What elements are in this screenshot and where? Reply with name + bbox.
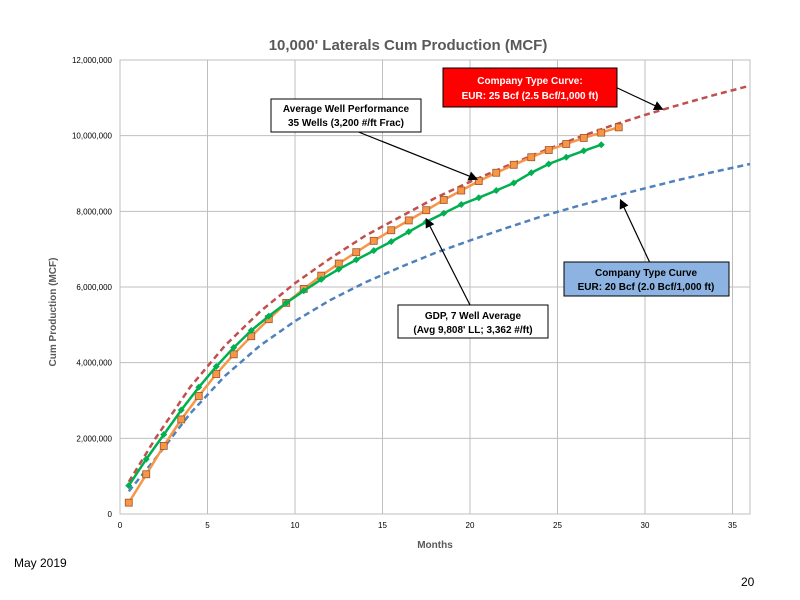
annotation-type-curve-25-line2: EUR: 25 Bcf (2.5 Bcf/1,000 ft) [462, 91, 599, 102]
plot-frame [119, 59, 751, 515]
series-point-avg [579, 134, 588, 142]
x-tick-label: 25 [553, 521, 562, 530]
y-axis-label: Cum Production (MCF) [48, 258, 59, 367]
y-tick-label: 12,000,000 [72, 56, 113, 65]
annotation-average-well: Average Well Performance 35 Wells (3,200… [270, 98, 422, 133]
series-point-avg [124, 498, 133, 507]
series-point-gdp [317, 275, 325, 283]
annotation-type-curve-20-line1: Company Type Curve [595, 268, 697, 279]
series-point-gdp [282, 299, 290, 307]
series-line-tc25 [127, 84, 751, 483]
series-point-gdp [370, 247, 378, 255]
series-point-avg [352, 248, 361, 257]
series-point-gdp [527, 169, 535, 177]
series-point-avg [159, 441, 168, 450]
series-point-avg [544, 146, 553, 154]
annotation-layer [355, 84, 664, 306]
x-tick-label: 30 [641, 521, 650, 530]
series-point-gdp [212, 362, 220, 370]
series-point-avg [212, 370, 221, 378]
annotation-type-curve-25-line1: Company Type Curve: [477, 76, 582, 87]
series-point-avg [457, 186, 466, 195]
x-tick-label: 35 [728, 521, 737, 530]
x-axis-label: Months [417, 540, 453, 551]
series-point-avg [562, 140, 571, 148]
series-point-avg [492, 168, 501, 177]
annotation-arrow [425, 217, 471, 306]
annotation-gdp: GDP, 7 Well Average (Avg 9,808' LL; 3,36… [397, 304, 549, 339]
x-tick-label: 20 [466, 521, 475, 530]
series-point-avg [614, 123, 623, 132]
annotation-average-well-line1: Average Well Performance [283, 104, 410, 115]
annotation-arrow [355, 130, 479, 181]
y-tick-label: 10,000,000 [72, 132, 113, 141]
annotation-average-well-line2: 35 Wells (3,200 #/ft Frac) [288, 118, 404, 129]
series-point-gdp [597, 141, 605, 149]
series-point-avg [527, 153, 536, 162]
x-tick-label: 5 [205, 521, 210, 530]
series-point-gdp [335, 265, 343, 273]
annotation-gdp-line1: GDP, 7 Well Average [425, 311, 522, 322]
series-point-gdp [177, 406, 185, 414]
series-point-gdp [160, 431, 168, 439]
page-number: 20 [741, 575, 755, 589]
series-point-gdp [475, 194, 483, 202]
series-point-gdp [440, 209, 448, 217]
series-point-gdp [405, 228, 413, 236]
x-tick-label: 10 [291, 521, 300, 530]
series-layer [124, 84, 751, 507]
y-tick-label: 8,000,000 [76, 207, 112, 216]
series-point-gdp [125, 482, 133, 490]
series-point-avg [597, 128, 606, 137]
chart-title: 10,000' Laterals Cum Production (MCF) [269, 37, 548, 54]
series-line-tc20 [127, 162, 751, 493]
series-point-gdp [580, 147, 588, 155]
series-point-gdp [247, 327, 255, 335]
annotation-arrow [619, 198, 651, 264]
y-tick-label: 4,000,000 [76, 359, 112, 368]
series-point-avg [422, 206, 431, 215]
x-axis-ticks: 0 5 10 15 20 25 30 35 [118, 521, 738, 530]
series-point-gdp [492, 187, 500, 195]
annotation-arrow [610, 84, 664, 110]
y-tick-label: 6,000,000 [76, 283, 112, 292]
series-point-gdp [387, 238, 395, 246]
series-point-gdp [562, 153, 570, 161]
series-point-gdp [510, 179, 518, 187]
series-point-avg [369, 236, 378, 245]
x-tick-label: 0 [118, 521, 123, 530]
y-tick-label: 0 [108, 510, 113, 519]
series-point-avg [474, 177, 483, 185]
series-point-avg [194, 392, 203, 400]
series-point-gdp [195, 383, 203, 391]
footer-date: May 2019 [14, 556, 67, 570]
series-point-gdp [265, 312, 273, 320]
series-point-gdp [545, 160, 553, 168]
annotation-type-curve-20: Company Type Curve EUR: 20 Bcf (2.0 Bcf/… [563, 261, 730, 297]
series-point-gdp [457, 201, 465, 209]
annotation-type-curve-25: Company Type Curve: EUR: 25 Bcf (2.5 Bcf… [442, 67, 618, 108]
annotation-type-curve-20-line2: EUR: 20 Bcf (2.0 Bcf/1,000 ft) [578, 282, 715, 293]
series-line-gdp [127, 143, 602, 487]
series-point-avg [142, 470, 151, 479]
series-point-gdp [230, 344, 238, 352]
series-point-avg [509, 160, 518, 169]
series-point-gdp [352, 256, 360, 264]
annotation-gdp-line2: (Avg 9,808' LL; 3,362 #/ft) [413, 325, 532, 336]
y-tick-label: 2,000,000 [76, 434, 112, 443]
series-point-avg [404, 216, 413, 225]
series-point-avg [177, 415, 186, 424]
series-point-gdp [300, 287, 308, 295]
series-point-gdp [142, 455, 150, 463]
series-point-avg [439, 196, 448, 204]
series-point-avg [387, 226, 396, 235]
y-axis-ticks: 0 2,000,000 4,000,000 6,000,000 8,000,000 10,… [72, 56, 113, 519]
x-tick-label: 15 [378, 521, 387, 530]
